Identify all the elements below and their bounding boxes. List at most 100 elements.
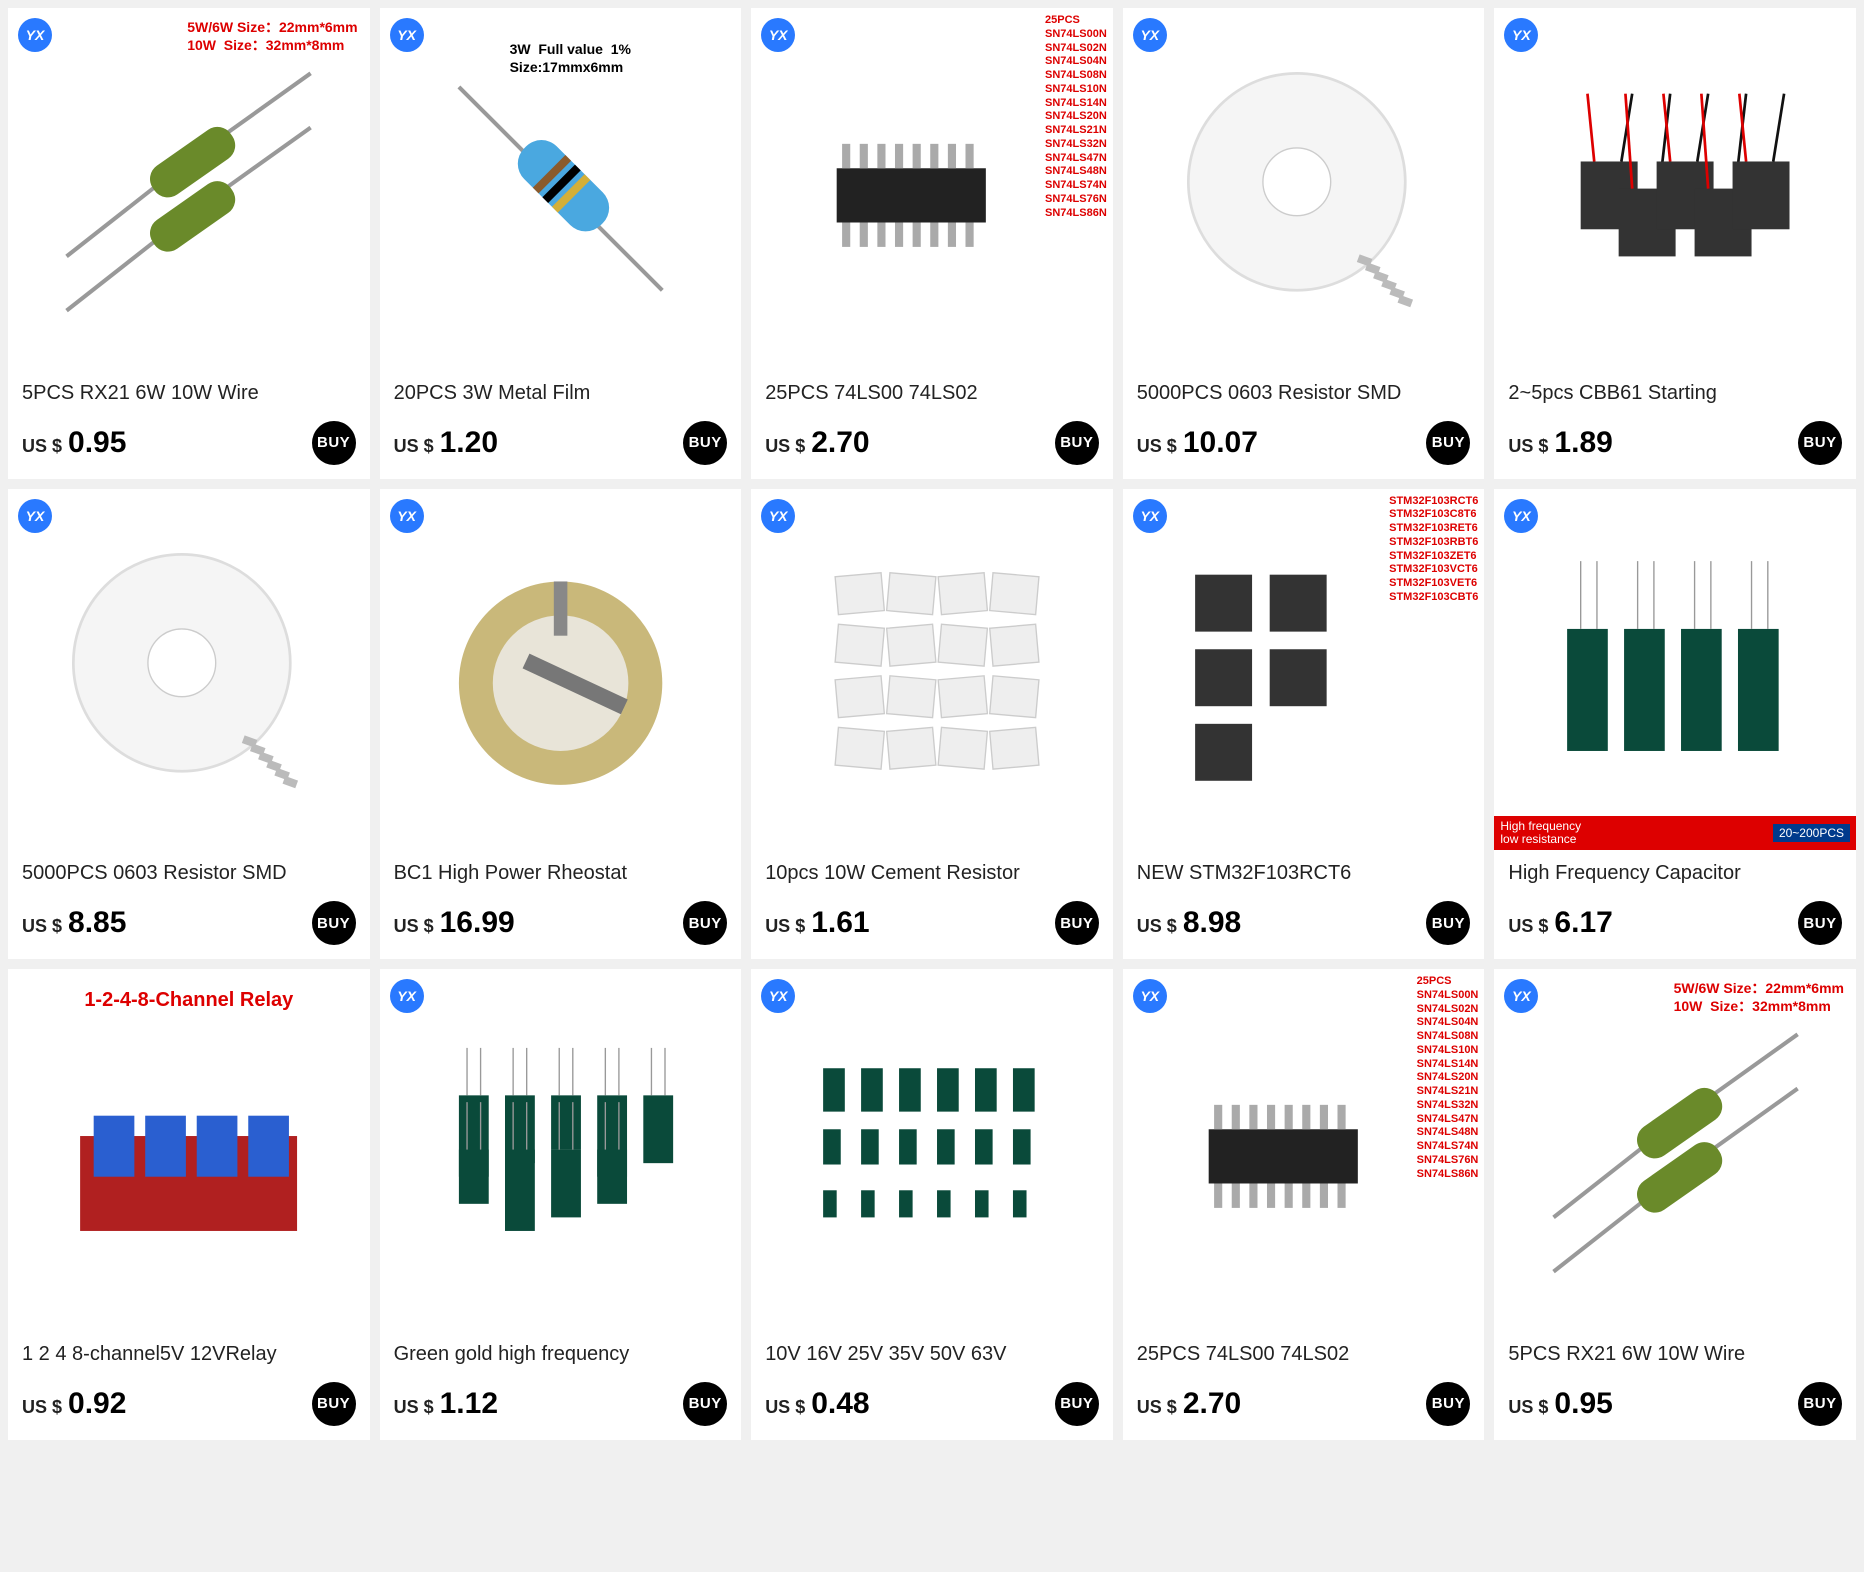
price-amount: 10.07 xyxy=(1183,426,1258,460)
product-card[interactable]: YX2~5pcs CBB61 StartingUS $1.89BUY xyxy=(1494,8,1856,479)
currency-label: US $ xyxy=(1508,436,1548,457)
currency-label: US $ xyxy=(1137,1397,1177,1418)
currency-label: US $ xyxy=(1137,436,1177,457)
product-title: 25PCS 74LS00 74LS02 xyxy=(765,382,1099,405)
price: US $0.48 xyxy=(765,1387,869,1421)
product-image: YXSTM32F103RCT6 STM32F103C8T6 STM32F103R… xyxy=(1123,489,1485,851)
product-image: YX xyxy=(1123,8,1485,370)
product-card[interactable]: YX5000PCS 0603 Resistor SMDUS $8.85BUY xyxy=(8,489,370,960)
buy-button[interactable]: BUY xyxy=(1055,421,1099,465)
product-grid: YX 5W/6W Size：22mm*6mm 10W Size：32mm*8mm 5… xyxy=(8,8,1856,1440)
buy-button[interactable]: BUY xyxy=(1426,1382,1470,1426)
image-overlay-text: 5W/6W Size：22mm*6mm 10W Size：32mm*8mm xyxy=(187,18,357,54)
buy-button[interactable]: BUY xyxy=(683,421,727,465)
buy-button[interactable]: BUY xyxy=(683,901,727,945)
brand-badge: YX xyxy=(1133,499,1167,533)
price-amount: 8.85 xyxy=(68,906,126,940)
product-image: YX xyxy=(380,969,742,1331)
product-card[interactable]: YX Green gold high frequency US $ 1.12 BUY xyxy=(380,969,742,1440)
currency-label: US $ xyxy=(22,436,62,457)
product-card[interactable]: YX25PCS SN74LS00N SN74LS02N SN74LS04N SN… xyxy=(751,8,1113,479)
image-banner: High frequency low resistance20~200PCS xyxy=(1494,816,1856,850)
price: US $16.99 xyxy=(394,906,515,940)
product-title: 5000PCS 0603 Resistor SMD xyxy=(22,862,356,885)
product-image: YX xyxy=(8,489,370,851)
buy-button[interactable]: BUY xyxy=(1055,1382,1099,1426)
product-card[interactable]: YX 5W/6W Size：22mm*6mm 10W Size：32mm*8mm 5… xyxy=(1494,969,1856,1440)
product-image: YX25PCS SN74LS00N SN74LS02N SN74LS04N SN… xyxy=(1123,969,1485,1331)
product-card[interactable]: YX 10pcs 10W Cement Resistor US $ 1.61 BUY xyxy=(751,489,1113,960)
buy-button[interactable]: BUY xyxy=(1798,421,1842,465)
buy-button[interactable]: BUY xyxy=(1426,901,1470,945)
buy-button[interactable]: BUY xyxy=(1055,901,1099,945)
product-title: High Frequency Capacitor xyxy=(1508,862,1842,885)
buy-button[interactable]: BUY xyxy=(1798,1382,1842,1426)
buy-button[interactable]: BUY xyxy=(683,1382,727,1426)
price: US $8.98 xyxy=(1137,906,1241,940)
price: US $2.70 xyxy=(1137,1387,1241,1421)
price-amount: 0.92 xyxy=(68,1387,126,1421)
product-visual xyxy=(425,53,696,324)
product-image: YX 5W/6W Size：22mm*6mm 10W Size：32mm*8mm xyxy=(1494,969,1856,1331)
product-title: 20PCS 3W Metal Film xyxy=(394,382,728,405)
product-card[interactable]: YXHigh frequency low resistance20~200PCS… xyxy=(1494,489,1856,960)
product-title: NEW STM32F103RCT6 xyxy=(1137,862,1471,885)
buy-button[interactable]: BUY xyxy=(312,1382,356,1426)
product-visual xyxy=(1540,53,1811,324)
product-image: YX xyxy=(1494,8,1856,370)
product-card[interactable]: YX10V 16V 25V 35V 50V 63VUS $0.48BUY xyxy=(751,969,1113,1440)
image-overlay-text: 5W/6W Size：22mm*6mm 10W Size：32mm*8mm xyxy=(1674,979,1844,1015)
product-title: 5PCS RX21 6W 10W Wire xyxy=(1508,1343,1842,1366)
product-image: YXHigh frequency low resistance20~200PCS xyxy=(1494,489,1856,851)
brand-badge: YX xyxy=(18,18,52,52)
product-visual xyxy=(1168,1014,1439,1285)
price: US $0.95 xyxy=(22,426,126,460)
currency-label: US $ xyxy=(765,1397,805,1418)
product-title: 10pcs 10W Cement Resistor xyxy=(765,862,1099,885)
price-amount: 8.98 xyxy=(1183,906,1241,940)
brand-badge: YX xyxy=(390,499,424,533)
product-card[interactable]: YX5W/6W Size：22mm*6mm 10W Size：32mm*8mm5… xyxy=(8,8,370,479)
brand-badge: YX xyxy=(1504,979,1538,1013)
product-title: 2~5pcs CBB61 Starting xyxy=(1508,382,1842,405)
currency-label: US $ xyxy=(22,1397,62,1418)
currency-label: US $ xyxy=(394,916,434,937)
brand-badge: YX xyxy=(1133,979,1167,1013)
price: US $ 1.61 xyxy=(765,906,869,940)
product-title: Green gold high frequency xyxy=(394,1343,728,1366)
product-image: 1-2-4-8-Channel Relay xyxy=(8,969,370,1331)
product-visual xyxy=(53,534,324,805)
product-title: 25PCS 74LS00 74LS02 xyxy=(1137,1343,1471,1366)
product-title: 5000PCS 0603 Resistor SMD xyxy=(1137,382,1471,405)
currency-label: US $ xyxy=(394,436,434,457)
buy-button[interactable]: BUY xyxy=(312,421,356,465)
currency-label: US $ xyxy=(394,1397,434,1418)
product-card[interactable]: YX25PCS SN74LS00N SN74LS02N SN74LS04N SN… xyxy=(1123,969,1485,1440)
currency-label: US $ xyxy=(1508,1397,1548,1418)
price: US $ 1.12 xyxy=(394,1387,498,1421)
product-image: YX xyxy=(751,969,1113,1331)
brand-badge: YX xyxy=(761,18,795,52)
currency-label: US $ xyxy=(765,916,805,937)
product-visual xyxy=(1168,53,1439,324)
price-amount: 6.17 xyxy=(1554,906,1612,940)
price-amount: 1.61 xyxy=(811,906,869,940)
buy-button[interactable]: BUY xyxy=(1426,421,1470,465)
product-title: BC1 High Power Rheostat xyxy=(394,862,728,885)
product-card[interactable]: 1-2-4-8-Channel Relay1 2 4 8-channel5V 1… xyxy=(8,969,370,1440)
product-card[interactable]: YX BC1 High Power Rheostat US $16.99 BUY xyxy=(380,489,742,960)
product-visual xyxy=(1540,534,1811,805)
price: US $6.17 xyxy=(1508,906,1612,940)
product-card[interactable]: YX3W Full value 1% Size:17mmx6mm20PCS 3W… xyxy=(380,8,742,479)
product-image: YX xyxy=(751,489,1113,851)
product-visual xyxy=(425,1014,696,1285)
price: US $ 0.92 xyxy=(22,1387,126,1421)
price-amount: 1.12 xyxy=(440,1387,498,1421)
price-amount: 2.70 xyxy=(811,426,869,460)
brand-badge: YX xyxy=(18,499,52,533)
product-visual xyxy=(796,534,1067,805)
buy-button[interactable]: BUY xyxy=(1798,901,1842,945)
product-card[interactable]: YXSTM32F103RCT6 STM32F103C8T6 STM32F103R… xyxy=(1123,489,1485,960)
buy-button[interactable]: BUY xyxy=(312,901,356,945)
product-card[interactable]: YX 5000PCS 0603 Resistor SMD US $ 10.07 BUY xyxy=(1123,8,1485,479)
